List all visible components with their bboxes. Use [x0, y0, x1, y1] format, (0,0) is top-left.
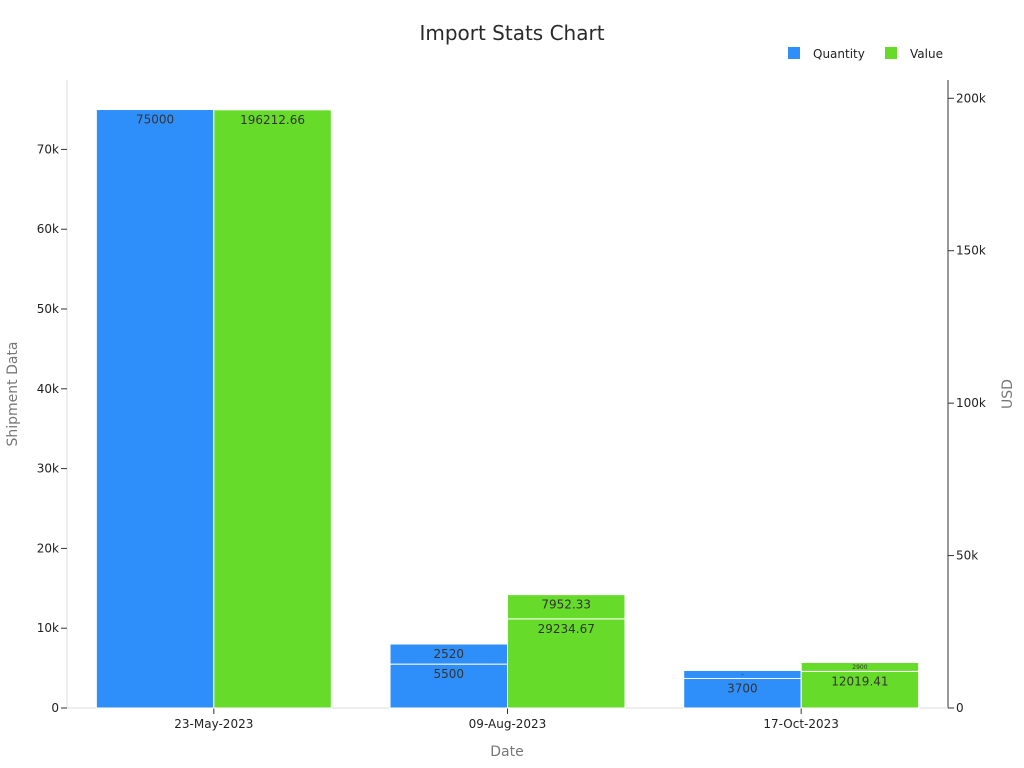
- bar-data-label: 3700: [727, 681, 758, 695]
- bar-data-label: 5500: [433, 667, 464, 681]
- y-left-tick-label: 60k: [37, 222, 59, 236]
- bar-labels: 75000 5500 2520 3700 – 196212.66 29234.67 7952.…: [136, 113, 889, 696]
- y-left-tick-label: 0: [51, 701, 59, 715]
- y-right-tick-label: 150k: [956, 244, 986, 258]
- chart-title: Import Stats Chart: [419, 21, 604, 45]
- bar-data-label: 2520: [433, 647, 464, 661]
- bar-data-label: 75000: [136, 113, 174, 127]
- legend-swatch-quantity: [788, 47, 800, 59]
- bar-data-label: 196212.66: [240, 113, 305, 127]
- bar-data-label: 12019.41: [831, 674, 888, 688]
- bar-value-segment: [507, 618, 626, 709]
- x-axis-title: Date: [490, 744, 523, 760]
- y-left-tick-label: 70k: [37, 142, 59, 156]
- bar-data-label: 7952.33: [541, 598, 591, 612]
- bar-quantity-segment: [95, 109, 215, 709]
- y-axis-right-title: USD: [1000, 379, 1016, 409]
- legend-label-quantity: Quantity: [813, 47, 865, 61]
- bar-data-label: 2900: [852, 664, 867, 671]
- bar-value-segment: [800, 662, 920, 672]
- legend-label-value: Value: [910, 47, 943, 61]
- x-axis-ticks: 23-May-2023 09-Aug-2023 17-Oct-2023: [174, 708, 839, 731]
- y-left-tick-label: 20k: [37, 541, 59, 555]
- y-right-tick-label: 200k: [956, 91, 986, 105]
- y-axis-left-title: Shipment Data: [5, 341, 21, 446]
- bar-data-label: –: [741, 671, 744, 678]
- x-tick-label: 23-May-2023: [174, 717, 253, 731]
- x-tick-label: 09-Aug-2023: [469, 717, 547, 731]
- y-right-tick-label: 0: [956, 701, 964, 715]
- bar-value-segment: [213, 109, 332, 709]
- bar-data-label: 29234.67: [538, 622, 595, 636]
- y-left-tick-label: 10k: [37, 621, 59, 635]
- y-right-tick-label: 100k: [956, 396, 986, 410]
- y-axis-left-ticks: 0 10k 20k 30k 40k 50k 60k 70k: [37, 142, 67, 715]
- bar-value-segment: [507, 594, 626, 620]
- y-axis-right-ticks: 0 50k 100k 150k 200k: [948, 91, 986, 715]
- legend-swatch-value: [885, 47, 897, 59]
- bars: [95, 109, 920, 709]
- y-left-tick-label: 30k: [37, 462, 59, 476]
- y-left-tick-label: 40k: [37, 382, 59, 396]
- y-right-tick-label: 50k: [956, 549, 978, 563]
- y-left-tick-label: 50k: [37, 302, 59, 316]
- x-tick-label: 17-Oct-2023: [763, 717, 839, 731]
- legend: Quantity Value: [788, 47, 943, 61]
